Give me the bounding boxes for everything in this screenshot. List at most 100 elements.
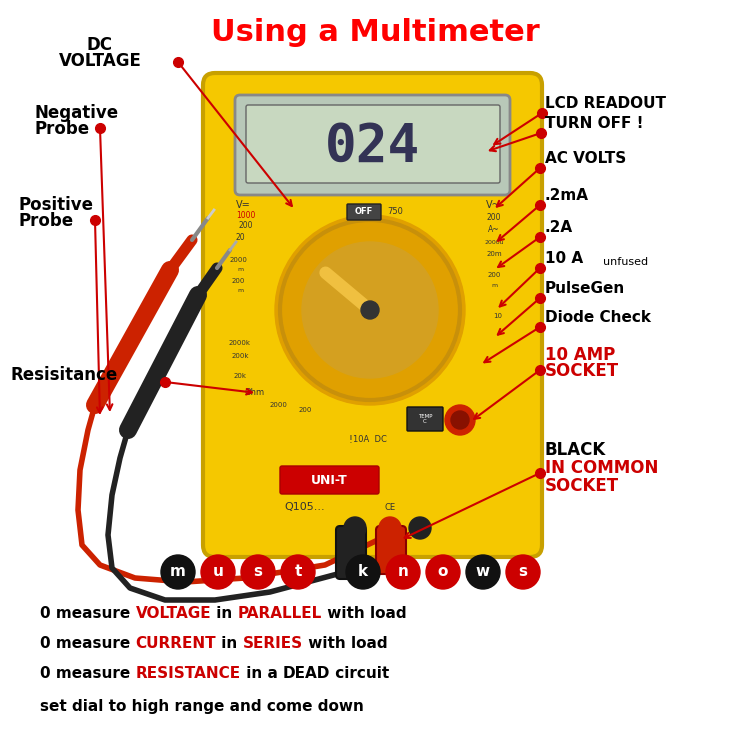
- Text: 0 measure: 0 measure: [40, 667, 136, 682]
- Text: 750: 750: [387, 208, 403, 216]
- Text: UNI-T: UNI-T: [310, 475, 347, 487]
- Text: .2A: .2A: [545, 220, 573, 235]
- Text: A~: A~: [488, 225, 500, 234]
- Text: 2000: 2000: [229, 257, 247, 263]
- Text: in a: in a: [241, 667, 283, 682]
- Text: Resisitance: Resisitance: [10, 366, 117, 384]
- Text: Negative: Negative: [35, 104, 119, 122]
- Text: CE: CE: [385, 503, 395, 512]
- Text: unfused: unfused: [603, 257, 648, 267]
- Text: !: !: [348, 435, 352, 445]
- Text: DC: DC: [87, 36, 113, 54]
- Text: circuit: circuit: [330, 667, 389, 682]
- Text: s: s: [518, 565, 527, 579]
- Circle shape: [379, 517, 401, 539]
- Text: VOLTAGE: VOLTAGE: [136, 606, 212, 621]
- FancyBboxPatch shape: [235, 95, 510, 195]
- Circle shape: [346, 555, 380, 589]
- Text: TEMP
C: TEMP C: [418, 414, 432, 425]
- Text: OFF: OFF: [355, 208, 374, 216]
- Text: k: k: [358, 565, 368, 579]
- Text: 200: 200: [487, 213, 501, 222]
- Text: m: m: [170, 565, 186, 579]
- Text: Ohm: Ohm: [245, 388, 265, 397]
- Text: with load: with load: [322, 606, 406, 621]
- Text: t: t: [294, 565, 302, 579]
- Text: PulseGen: PulseGen: [545, 281, 626, 296]
- Text: 20k: 20k: [233, 373, 247, 379]
- Text: SOCKET: SOCKET: [545, 477, 620, 495]
- Text: DEAD: DEAD: [283, 667, 330, 682]
- Text: AC VOLTS: AC VOLTS: [545, 151, 626, 166]
- Text: m: m: [237, 267, 243, 272]
- Text: set dial to high range and come down: set dial to high range and come down: [40, 698, 364, 713]
- Text: TURN OFF !: TURN OFF !: [545, 116, 644, 131]
- FancyBboxPatch shape: [347, 204, 381, 220]
- Circle shape: [281, 555, 315, 589]
- Text: LCD READOUT: LCD READOUT: [545, 96, 666, 111]
- Text: 20m: 20m: [486, 251, 502, 257]
- Circle shape: [386, 555, 420, 589]
- Circle shape: [506, 555, 540, 589]
- Text: Diode Check: Diode Check: [545, 310, 651, 325]
- Circle shape: [426, 555, 460, 589]
- Text: 200k: 200k: [231, 353, 249, 359]
- Circle shape: [275, 215, 465, 405]
- Circle shape: [445, 405, 475, 435]
- Text: in: in: [211, 606, 238, 621]
- Text: with load: with load: [303, 637, 387, 651]
- Text: PARALLEL: PARALLEL: [238, 606, 322, 621]
- Circle shape: [451, 411, 469, 429]
- Text: RESISTANCE: RESISTANCE: [136, 667, 241, 682]
- Text: 20: 20: [236, 233, 244, 242]
- Text: .2mA: .2mA: [545, 188, 589, 203]
- Text: Probe: Probe: [35, 120, 90, 138]
- Text: o: o: [438, 565, 448, 579]
- Text: 2000: 2000: [269, 402, 287, 408]
- Text: n: n: [398, 565, 409, 579]
- Text: 2000k: 2000k: [229, 340, 251, 346]
- Text: 200: 200: [231, 278, 244, 284]
- Text: s: s: [254, 565, 262, 579]
- Text: SERIES: SERIES: [243, 637, 303, 651]
- Circle shape: [466, 555, 500, 589]
- Text: m: m: [491, 283, 497, 288]
- Text: 10 A: 10 A: [545, 251, 584, 266]
- FancyBboxPatch shape: [203, 73, 542, 557]
- Text: 200: 200: [488, 272, 501, 278]
- Text: 10: 10: [494, 313, 502, 319]
- Text: V~: V~: [486, 200, 500, 210]
- Circle shape: [361, 301, 379, 319]
- Text: VOLTAGE: VOLTAGE: [58, 52, 142, 70]
- Text: SOCKET: SOCKET: [545, 362, 620, 380]
- Text: 0 measure: 0 measure: [40, 606, 136, 621]
- Text: m: m: [237, 288, 243, 293]
- Circle shape: [161, 555, 195, 589]
- Text: 024: 024: [326, 121, 421, 173]
- Text: V=: V=: [236, 200, 250, 210]
- Circle shape: [344, 517, 366, 539]
- Text: Positive: Positive: [18, 196, 93, 214]
- Circle shape: [302, 242, 438, 378]
- Text: 10A  DC: 10A DC: [353, 436, 387, 445]
- Text: 200: 200: [238, 221, 254, 230]
- Text: 200: 200: [298, 407, 312, 413]
- Text: Q105...: Q105...: [285, 502, 326, 512]
- FancyBboxPatch shape: [376, 526, 406, 574]
- Text: u: u: [212, 565, 223, 579]
- FancyBboxPatch shape: [407, 407, 443, 431]
- Text: 2000u: 2000u: [484, 240, 504, 245]
- Text: Probe: Probe: [18, 212, 74, 230]
- FancyBboxPatch shape: [336, 526, 366, 579]
- Text: Using a Multimeter: Using a Multimeter: [211, 18, 539, 47]
- Text: CURRENT: CURRENT: [136, 637, 216, 651]
- Circle shape: [241, 555, 275, 589]
- Text: 10 AMP: 10 AMP: [545, 346, 615, 364]
- FancyBboxPatch shape: [280, 466, 379, 494]
- Text: w: w: [476, 565, 490, 579]
- Text: 0 measure: 0 measure: [40, 637, 136, 651]
- Text: BLACK: BLACK: [545, 441, 606, 459]
- Text: 1000: 1000: [236, 211, 256, 220]
- Text: IN COMMON: IN COMMON: [545, 459, 658, 477]
- Circle shape: [409, 517, 431, 539]
